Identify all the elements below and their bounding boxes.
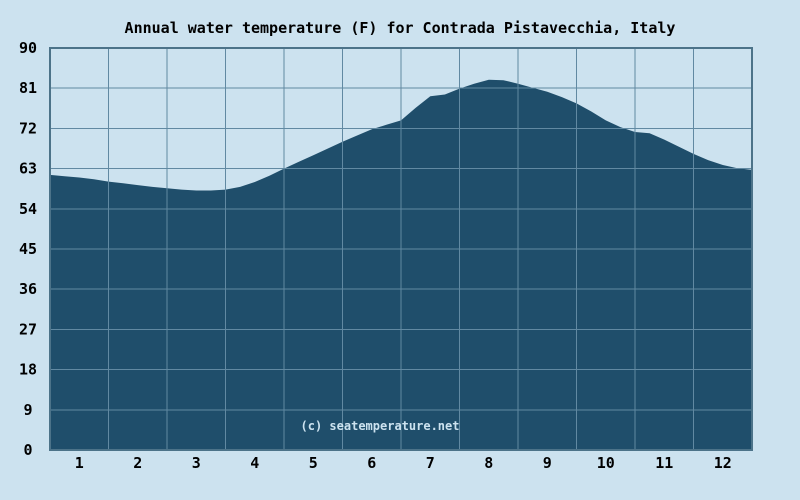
y-tick-label: 54 [19, 200, 37, 218]
x-tick-label: 11 [655, 454, 673, 472]
y-tick-label: 36 [19, 280, 37, 298]
y-tick-label: 18 [19, 361, 37, 379]
y-tick-label: 27 [19, 320, 37, 338]
x-tick-label: 9 [543, 454, 552, 472]
x-tick-label: 8 [484, 454, 493, 472]
y-tick-label: 90 [19, 39, 37, 57]
x-tick-label: 5 [309, 454, 318, 472]
x-tick-label: 1 [75, 454, 84, 472]
x-tick-label: 4 [250, 454, 259, 472]
x-tick-label: 10 [597, 454, 615, 472]
y-tick-label: 81 [19, 79, 37, 97]
x-tick-label: 2 [133, 454, 142, 472]
y-tick-label: 9 [23, 401, 32, 419]
y-tick-label: 72 [19, 119, 37, 137]
copyright-watermark: (c) seatemperature.net [300, 419, 460, 433]
x-tick-label: 12 [714, 454, 732, 472]
chart-title: Annual water temperature (F) for Contrad… [124, 19, 676, 37]
x-tick-label: 3 [192, 454, 201, 472]
y-tick-label: 63 [19, 160, 37, 178]
x-tick-label: 6 [367, 454, 376, 472]
y-tick-label: 45 [19, 240, 37, 258]
y-tick-label: 0 [23, 441, 32, 459]
plot-border [49, 47, 753, 451]
x-tick-label: 7 [426, 454, 435, 472]
